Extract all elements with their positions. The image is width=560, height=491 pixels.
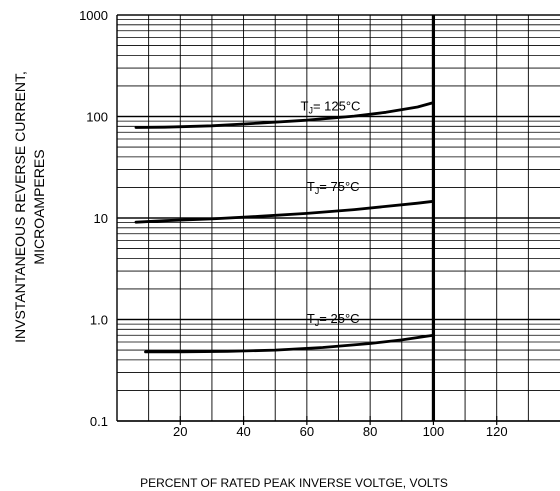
x-tick-label: 100 bbox=[423, 424, 445, 439]
y-axis-title-line-1: INVSTANTANEOUS REVERSE CURRENT, bbox=[12, 71, 28, 343]
curve-labels: TJ= 125°C TJ= 75°C TJ= 25°C bbox=[301, 98, 361, 328]
y-tick-label: 0.1 bbox=[90, 414, 108, 429]
series-label-2: TJ= 25°C bbox=[307, 311, 360, 328]
y-tick-label: 10 bbox=[94, 211, 108, 226]
series-label-0: TJ= 125°C bbox=[301, 98, 361, 115]
y-tick-label: 100 bbox=[86, 110, 108, 125]
y-axis-title: INVSTANTANEOUS REVERSE CURRENT, MICROAMP… bbox=[12, 71, 47, 343]
x-tick-label: 60 bbox=[300, 424, 314, 439]
x-tick-label: 20 bbox=[173, 424, 187, 439]
x-tick-label: 120 bbox=[486, 424, 508, 439]
x-axis-title: PERCENT OF RATED PEAK INVERSE VOLTGE, VO… bbox=[140, 476, 448, 490]
tick-labels: 20 40 60 80 100 120 0.1 1.0 10 100 1000 bbox=[79, 8, 507, 439]
grid bbox=[117, 14, 560, 422]
series-line-2 bbox=[144, 333, 435, 354]
series-group bbox=[134, 101, 435, 354]
x-tick-label: 80 bbox=[363, 424, 377, 439]
y-tick-label: 1000 bbox=[79, 8, 108, 23]
x-tick-label: 40 bbox=[236, 424, 250, 439]
series-label-1: TJ= 75°C bbox=[307, 179, 360, 196]
y-tick-label: 1.0 bbox=[90, 313, 108, 328]
y-axis-title-line-2: MICROAMPERES bbox=[31, 149, 47, 264]
plot-frame bbox=[116, 14, 560, 425]
series-line-0 bbox=[134, 101, 435, 129]
series-line-1 bbox=[134, 199, 435, 224]
